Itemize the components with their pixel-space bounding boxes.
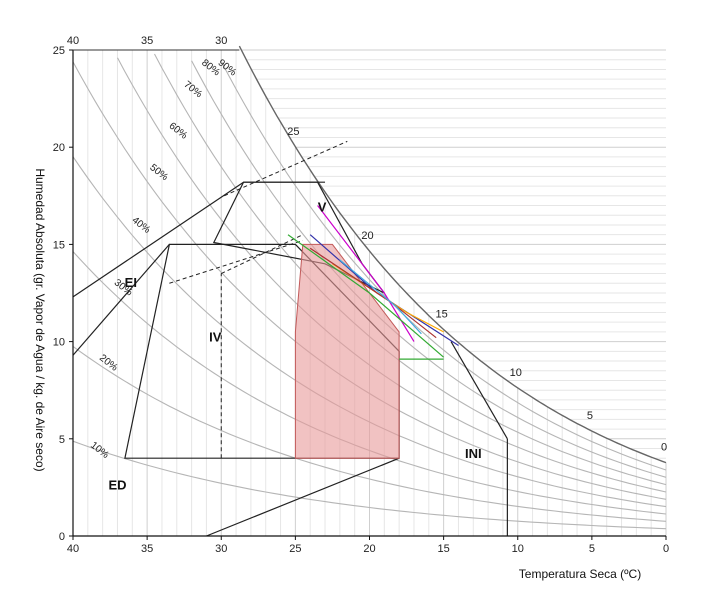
x-tick-label: 0	[663, 543, 669, 555]
climate-lines	[287, 205, 459, 360]
top-tick-label: 35	[141, 35, 153, 47]
zone-label-v: V	[318, 199, 327, 214]
zone-label-ini: INI	[465, 446, 482, 461]
rh-label: 80%	[199, 57, 222, 78]
top-tick-label: 40	[67, 35, 79, 47]
x-axis-title: Temperatura Seca (ºC)	[519, 567, 641, 581]
saturation-temp-label: 5	[587, 410, 593, 422]
x-tick-label: 25	[289, 543, 301, 555]
x-tick-label: 20	[363, 543, 375, 555]
x-tick-label: 40	[67, 543, 79, 555]
zone-boundary-ei	[72, 181, 244, 298]
comfort-zone	[294, 243, 400, 459]
zone-label-iv: IV	[209, 330, 222, 345]
dashed-divider	[224, 140, 348, 197]
rh-curve	[72, 345, 667, 522]
zone-label-ei: EI	[125, 275, 137, 290]
x-tick-label: 10	[512, 543, 524, 555]
design-zones	[72, 140, 508, 537]
x-tick-label: 5	[589, 543, 595, 555]
x-tick-label: 15	[438, 543, 450, 555]
saturation-temp-label: 10	[510, 367, 522, 379]
y-tick-label: 20	[53, 142, 65, 154]
saturation-temp-label: 0	[661, 442, 667, 454]
x-tick-label: 35	[141, 543, 153, 555]
rh-label: 10%	[88, 440, 111, 461]
labels: 25 20 15 10 5 0 V IV EI ED INI	[108, 126, 667, 493]
rh-label: 50%	[147, 162, 170, 183]
climate-line	[339, 259, 422, 335]
top-tick-label: 30	[215, 35, 227, 47]
saturation-curve	[238, 45, 667, 464]
rh-label: 40%	[130, 215, 153, 236]
climate-line	[287, 234, 444, 358]
saturation-temp-label: 20	[361, 230, 373, 242]
zone-label-ed: ED	[108, 477, 126, 492]
y-tick-label: 0	[59, 531, 65, 543]
saturation-temp-label: 25	[287, 126, 299, 138]
y-tick-label: 15	[53, 239, 65, 251]
rh-curve	[72, 440, 667, 530]
dashed-divider	[221, 234, 304, 275]
climate-line	[317, 205, 415, 342]
rh-label: 70%	[182, 79, 205, 100]
saturation-temp-label: 15	[436, 308, 448, 320]
y-axis-title: Humedad Absoluta (gr. Vapor de Agua / kg…	[33, 168, 47, 471]
rh-label: 60%	[167, 121, 190, 142]
x-tick-label: 30	[215, 543, 227, 555]
rh-curve	[154, 53, 667, 486]
rh-curve	[220, 61, 667, 471]
y-tick-label: 5	[59, 434, 65, 446]
y-tick-label: 25	[53, 45, 65, 57]
zone-boundary-ini-upper	[450, 341, 508, 440]
y-tick-label: 10	[53, 337, 65, 349]
zone-boundary-ed	[206, 457, 400, 537]
dashed-divider	[169, 240, 303, 284]
zone-boundary-ei-lower	[72, 244, 170, 356]
